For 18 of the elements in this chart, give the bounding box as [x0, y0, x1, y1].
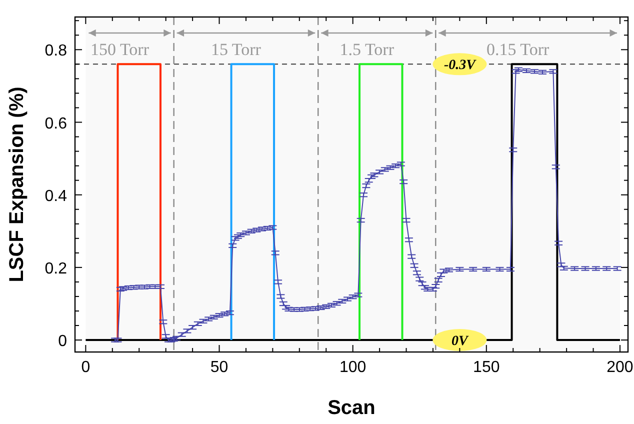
y-tick-label: 0.2	[44, 260, 68, 278]
y-axis-title: LSCF Expansion (%)	[6, 86, 28, 282]
annotation: -0.3V	[444, 58, 478, 74]
y-tick-label: 0	[58, 333, 68, 350]
x-axis-title: Scan	[328, 397, 376, 419]
x-tick-label: 0	[81, 359, 90, 376]
y-tick-label: 0.8	[44, 42, 68, 60]
annotation: 0V	[452, 334, 470, 350]
band-label: 150 Torr	[90, 40, 150, 59]
x-tick-label: 100	[339, 359, 366, 376]
y-tick-label: 0.6	[44, 115, 68, 132]
x-tick-label: 50	[210, 359, 228, 376]
x-tick-label: 150	[473, 359, 500, 376]
band-label: 15 Torr	[210, 40, 262, 59]
x-tick-label: 200	[606, 359, 634, 376]
band-label: 0.15 Torr	[486, 40, 550, 59]
band-label: 1.5 Torr	[340, 40, 394, 59]
y-tick-label: 0.4	[44, 188, 68, 205]
